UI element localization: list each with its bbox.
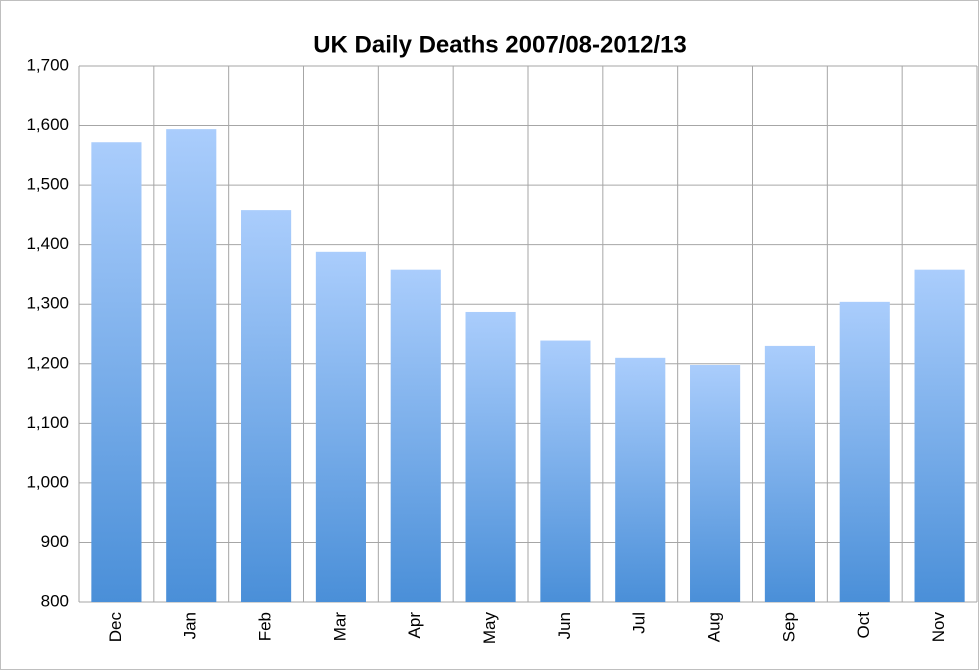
x-tick-label: Dec (106, 612, 125, 643)
y-tick-label: 1,600 (26, 115, 69, 134)
bar (241, 210, 292, 602)
x-tick-label: Sep (779, 612, 798, 642)
y-tick-label: 1,400 (26, 234, 69, 253)
x-tick-label: Jul (630, 612, 649, 634)
bar (91, 142, 142, 602)
bar (166, 129, 217, 602)
bar (615, 357, 666, 602)
bar (540, 340, 591, 602)
x-tick-label: Mar (330, 612, 349, 642)
bar (315, 251, 366, 602)
x-tick-label: Nov (929, 612, 948, 643)
bar (914, 269, 965, 602)
x-tick-label: Apr (405, 612, 424, 639)
y-tick-label: 1,700 (26, 55, 69, 74)
x-tick-label: Jan (181, 612, 200, 639)
y-tick-label: 1,500 (26, 175, 69, 194)
x-tick-label: Aug (705, 612, 724, 642)
bar (465, 311, 516, 602)
y-tick-label: 1,000 (26, 472, 69, 491)
bar (690, 364, 741, 602)
bar (764, 345, 815, 602)
bar (390, 269, 441, 602)
y-tick-label: 800 (41, 591, 69, 610)
x-tick-label: Jun (555, 612, 574, 639)
chart-title: UK Daily Deaths 2007/08-2012/13 (313, 31, 687, 58)
x-tick-label: Feb (256, 612, 275, 641)
y-tick-label: 1,100 (26, 413, 69, 432)
x-tick-label: May (480, 612, 499, 645)
bar (839, 301, 890, 602)
y-tick-label: 1,200 (26, 353, 69, 372)
x-tick-label: Oct (854, 612, 873, 639)
y-tick-label: 1,300 (26, 294, 69, 313)
y-tick-label: 900 (41, 532, 69, 551)
